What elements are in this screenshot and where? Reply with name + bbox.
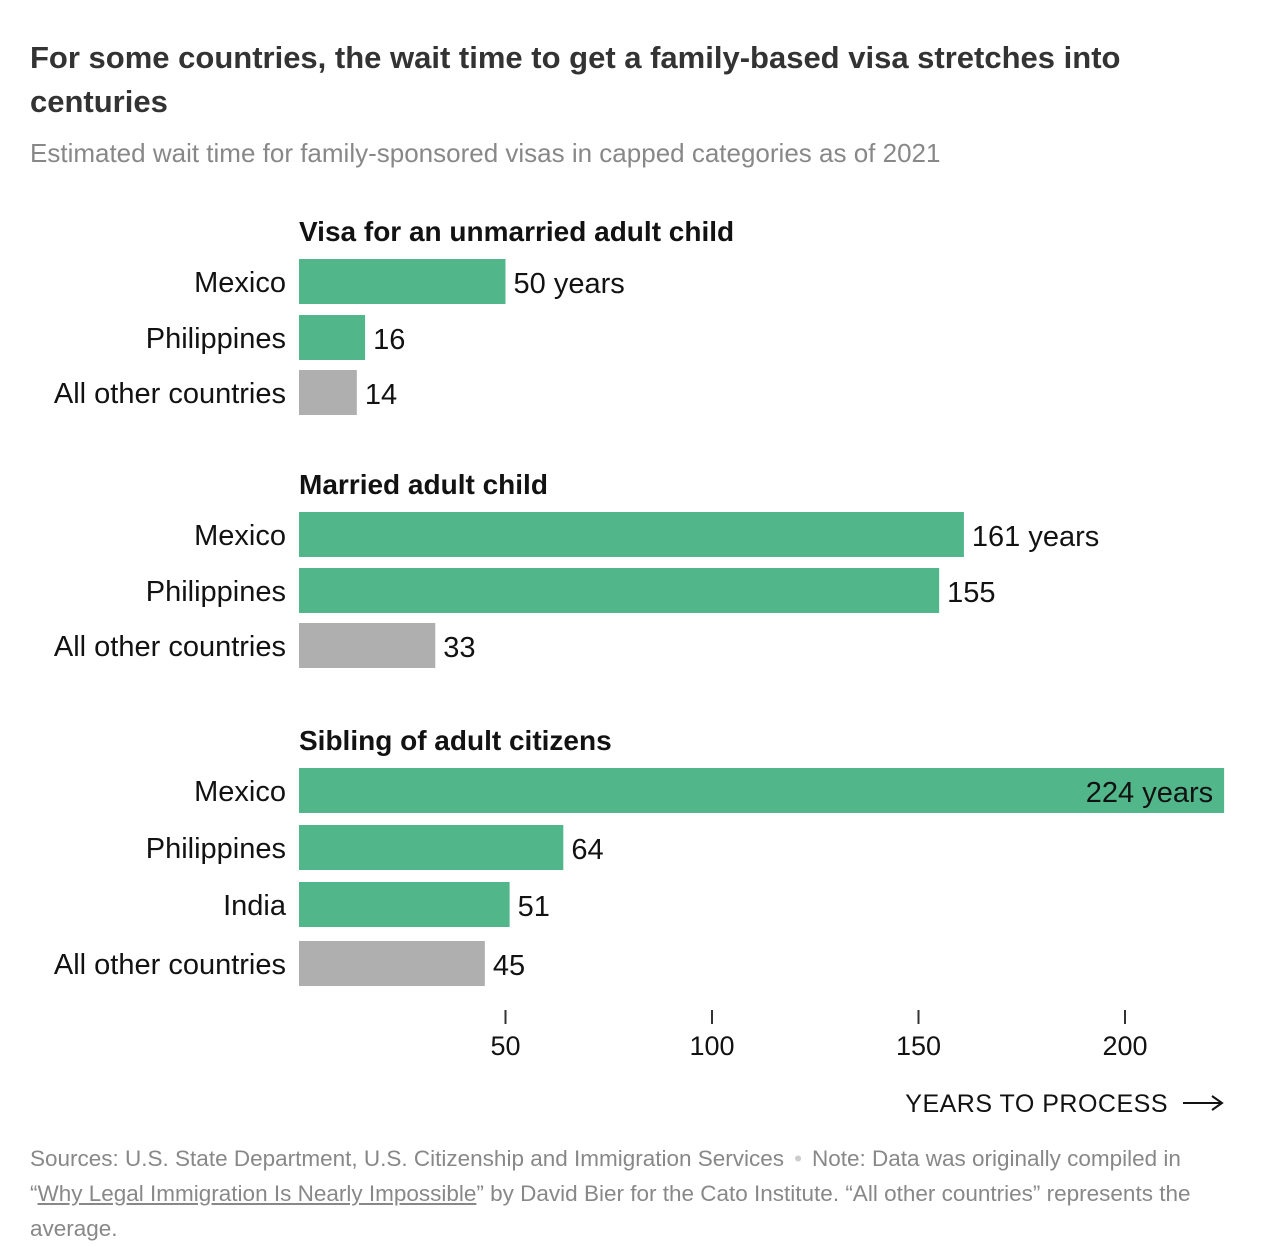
axis-arrow-icon: [1183, 1095, 1224, 1111]
article-link[interactable]: Why Legal Immigration Is Nearly Impossib…: [37, 1181, 477, 1206]
value-label-visa-for-an-unmarried-adult-child-mexico: 50 years: [514, 268, 625, 300]
bar-sibling-of-adult-citizens-philippines: [299, 825, 564, 870]
x-axis-label: YEARS TO PROCESS: [905, 1090, 1168, 1118]
value-label-married-adult-child-all-other-countries: 33: [443, 632, 475, 664]
value-label-married-adult-child-mexico: 161 years: [972, 521, 1099, 553]
category-label-married-adult-child-all-other-countries: All other countries: [54, 631, 286, 663]
sources-text: Sources: U.S. State Department, U.S. Cit…: [30, 1146, 785, 1171]
bar-visa-for-an-unmarried-adult-child-mexico: [299, 259, 506, 304]
bar-visa-for-an-unmarried-adult-child-philippines: [299, 315, 366, 360]
note-suffix: ” by David Bier for the Cato Institute. …: [30, 1181, 1191, 1241]
chart-subtitle: Estimated wait time for family-sponsored…: [30, 138, 941, 168]
category-label-visa-for-an-unmarried-adult-child-mexico: Mexico: [194, 267, 286, 299]
bar-married-adult-child-all-other-countries: [299, 623, 436, 668]
category-label-visa-for-an-unmarried-adult-child-all-other-countries: All other countries: [54, 378, 286, 410]
bar-sibling-of-adult-citizens-mexico: [299, 768, 1225, 813]
separator-dot: •: [794, 1146, 802, 1171]
group-title-married-adult-child: Married adult child: [299, 469, 548, 500]
source-notes: Sources: U.S. State Department, U.S. Cit…: [30, 1141, 1230, 1246]
x-tick-label-100: 100: [689, 1031, 734, 1061]
wait-time-bar-chart: Visa for an unmarried adult child Mexico 5…: [54, 216, 1225, 1118]
category-label-sibling-of-adult-citizens-india: India: [223, 890, 287, 922]
x-tick-label-150: 150: [896, 1031, 941, 1061]
group-title-sibling-of-adult-citizens: Sibling of adult citizens: [299, 725, 612, 756]
category-label-sibling-of-adult-citizens-all-other-countries: All other countries: [54, 949, 286, 981]
bar-sibling-of-adult-citizens-india: [299, 882, 510, 927]
category-label-married-adult-child-philippines: Philippines: [146, 576, 286, 608]
x-tick-label-200: 200: [1102, 1031, 1147, 1061]
chart-title: For some countries, the wait time to get…: [30, 40, 1121, 119]
value-label-visa-for-an-unmarried-adult-child-philippines: 16: [373, 324, 405, 356]
value-label-married-adult-child-philippines: 155: [947, 577, 995, 609]
value-label-sibling-of-adult-citizens-all-other-countries: 45: [493, 950, 525, 982]
category-label-sibling-of-adult-citizens-philippines: Philippines: [146, 833, 286, 865]
value-label-sibling-of-adult-citizens-philippines: 64: [571, 834, 603, 866]
value-label-sibling-of-adult-citizens-india: 51: [518, 891, 550, 923]
value-label-visa-for-an-unmarried-adult-child-all-other-countries: 14: [365, 379, 397, 411]
note-prefix: Note: Data was originally compiled in “: [30, 1146, 1181, 1206]
bar-visa-for-an-unmarried-adult-child-all-other-countries: [299, 370, 357, 415]
value-label-sibling-of-adult-citizens-mexico: 224 years: [1086, 777, 1213, 809]
category-label-married-adult-child-mexico: Mexico: [194, 520, 286, 552]
category-label-sibling-of-adult-citizens-mexico: Mexico: [194, 776, 286, 808]
group-title-visa-for-an-unmarried-adult-child: Visa for an unmarried adult child: [299, 216, 734, 247]
bar-sibling-of-adult-citizens-all-other-countries: [299, 941, 485, 986]
bar-married-adult-child-philippines: [299, 568, 940, 613]
x-tick-label-50: 50: [490, 1031, 520, 1061]
category-label-visa-for-an-unmarried-adult-child-philippines: Philippines: [146, 323, 286, 355]
bar-married-adult-child-mexico: [299, 512, 964, 557]
